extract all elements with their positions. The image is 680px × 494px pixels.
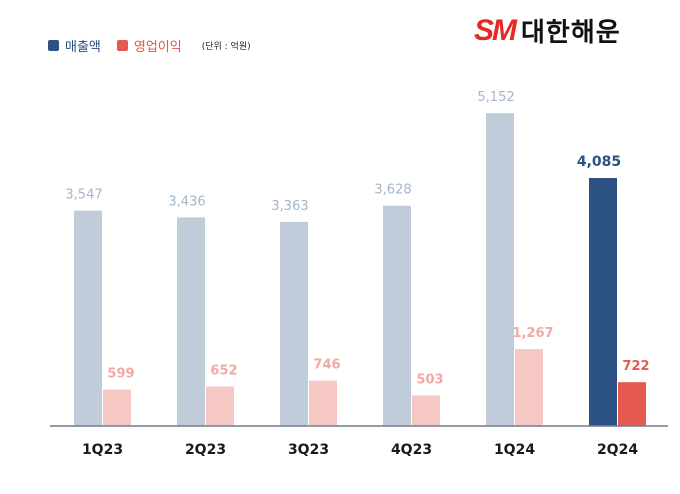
x-tick-2Q23: 2Q23 bbox=[185, 442, 226, 458]
revenue-legend-label: 매출액 bbox=[65, 40, 101, 55]
profit-bar-2Q24 bbox=[618, 382, 646, 426]
x-tick-2Q24: 2Q24 bbox=[597, 442, 638, 458]
x-tick-1Q23: 1Q23 bbox=[82, 442, 123, 458]
revenue-bar-3Q23 bbox=[280, 221, 308, 426]
profit-bar-2Q23 bbox=[206, 386, 234, 426]
revenue-bar-2Q24 bbox=[589, 177, 617, 426]
revenue-label-2Q24: 4,085 bbox=[577, 154, 621, 170]
logo-mark: SM bbox=[474, 13, 517, 47]
company-logo: SM 대한해운 bbox=[474, 12, 621, 49]
profit-bar-4Q23 bbox=[412, 395, 440, 426]
profit-label-3Q23: 746 bbox=[313, 358, 340, 373]
revenue-bar-2Q23 bbox=[177, 217, 205, 426]
profit-bar-1Q24 bbox=[515, 349, 543, 426]
revenue-bar-4Q23 bbox=[383, 205, 411, 426]
revenue-label-1Q23: 3,547 bbox=[65, 188, 102, 203]
revenue-bar-1Q23 bbox=[74, 210, 102, 426]
x-tick-1Q24: 1Q24 bbox=[494, 442, 535, 458]
revenue-legend-swatch bbox=[48, 40, 59, 51]
revenue-label-3Q23: 3,363 bbox=[271, 199, 308, 214]
x-tick-3Q23: 3Q23 bbox=[288, 442, 329, 458]
revenue-label-4Q23: 3,628 bbox=[374, 183, 411, 198]
profit-bar-1Q23 bbox=[103, 389, 131, 426]
x-tick-4Q23: 4Q23 bbox=[391, 442, 432, 458]
profit-label-1Q23: 599 bbox=[107, 367, 134, 382]
logo-name: 대한해운 bbox=[521, 18, 621, 48]
profit-label-2Q23: 652 bbox=[210, 363, 237, 378]
unit-label: (단위 : 억원) bbox=[201, 42, 251, 52]
profit-label-2Q24: 722 bbox=[622, 359, 649, 374]
revenue-bar-1Q24 bbox=[486, 113, 514, 426]
legend: 매출액 영업이익 (단위 : 억원) bbox=[48, 36, 251, 55]
profit-label-1Q24: 1,267 bbox=[512, 326, 553, 341]
profit-legend-label: 영업이익 bbox=[133, 40, 182, 55]
revenue-label-1Q24: 5,152 bbox=[477, 90, 514, 105]
profit-label-4Q23: 503 bbox=[416, 372, 443, 387]
revenue-label-2Q23: 3,436 bbox=[168, 194, 205, 209]
profit-legend-swatch bbox=[116, 40, 128, 51]
profit-bar-3Q23 bbox=[309, 380, 337, 426]
